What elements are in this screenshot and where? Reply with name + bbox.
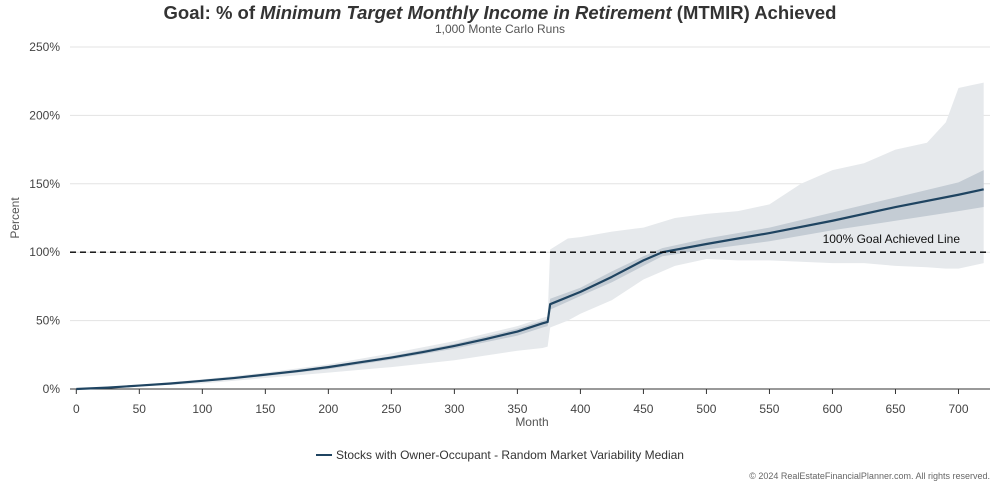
x-tick-label: 450 (633, 402, 653, 416)
reference-line-label: 100% Goal Achieved Line (823, 232, 961, 246)
x-tick-label: 50 (133, 402, 147, 416)
x-tick-label: 200 (318, 402, 338, 416)
x-tick-label: 300 (444, 402, 464, 416)
x-tick-label: 700 (948, 402, 968, 416)
legend-label: Stocks with Owner-Occupant - Random Mark… (336, 448, 684, 462)
y-axis-title: Percent (8, 197, 22, 239)
x-tick-label: 650 (885, 402, 905, 416)
chart-title-italic: Minimum Target Monthly Income in Retirem… (260, 2, 672, 23)
y-tick-label: 150% (29, 177, 60, 191)
legend[interactable]: Stocks with Owner-Occupant - Random Mark… (0, 448, 1000, 462)
x-tick-label: 250 (381, 402, 401, 416)
y-tick-label: 0% (43, 382, 61, 396)
x-tick-label: 500 (696, 402, 716, 416)
x-axis-title: Month (515, 415, 548, 429)
chart-subtitle: 1,000 Monte Carlo Runs (434, 22, 566, 36)
chart-title-suffix: (MTMIR) Achieved (671, 2, 837, 23)
x-tick-label: 600 (822, 402, 842, 416)
y-tick-label: 200% (29, 108, 60, 122)
legend-swatch (316, 453, 333, 456)
y-tick-label: 100% (29, 245, 60, 259)
x-tick-label: 0 (73, 402, 80, 416)
y-tick-label: 50% (36, 314, 60, 328)
copyright-notice: © 2024 RealEstateFinancialPlanner.com. A… (749, 471, 990, 481)
x-tick-label: 350 (507, 402, 527, 416)
x-tick-label: 550 (759, 402, 779, 416)
chart-title-prefix: Goal: % of (163, 2, 261, 23)
median-series-line (76, 188, 984, 391)
chart-title: Goal: % of Minimum Target Monthly Income… (0, 2, 1000, 24)
x-tick-label: 150 (255, 402, 275, 416)
x-tick-label: 400 (570, 402, 590, 416)
y-tick-label: 250% (29, 40, 60, 54)
x-tick-label: 100 (192, 402, 212, 416)
